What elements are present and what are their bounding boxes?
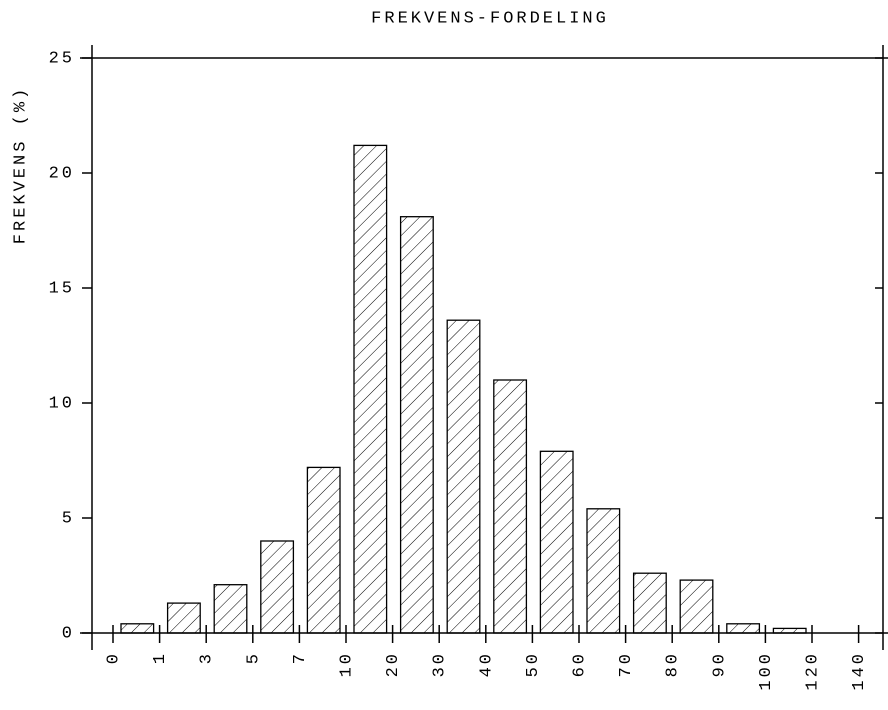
x-tick-label: 90 [710, 651, 729, 677]
x-tick-label: 50 [524, 651, 543, 677]
y-axis-label: FREKVENS (%) [11, 86, 30, 244]
x-tick-label: 80 [664, 651, 683, 677]
y-tick-label: 0 [62, 624, 75, 643]
x-tick-label: 40 [477, 651, 496, 677]
bar [726, 623, 761, 634]
y-tick-label: 25 [49, 49, 75, 68]
chart-title: FREKVENS-FORDELING [371, 9, 609, 28]
x-tick-label: 7 [291, 651, 310, 664]
bar [539, 450, 574, 634]
x-tick-label: 30 [431, 651, 450, 677]
bar [306, 466, 341, 634]
x-tick-label: 3 [198, 651, 217, 664]
x-tick-label: 10 [337, 651, 356, 677]
bar [166, 602, 201, 634]
bar [399, 216, 434, 634]
x-tick-label: 120 [803, 651, 822, 691]
bar [679, 579, 714, 634]
x-tick-label: 140 [850, 651, 869, 691]
x-tick-label: 60 [570, 651, 589, 677]
x-tick-label: 0 [104, 651, 123, 664]
y-tick-label: 5 [62, 509, 75, 528]
x-tick-label: 70 [617, 651, 636, 677]
bar [120, 623, 155, 634]
bar [446, 319, 481, 634]
x-tick-label: 1 [151, 651, 170, 664]
x-tick-label: 5 [244, 651, 263, 664]
y-tick-label: 10 [49, 394, 75, 413]
bar [260, 540, 295, 634]
bar [213, 584, 248, 634]
y-tick-label: 15 [49, 279, 75, 298]
bar [493, 379, 528, 634]
bar [353, 144, 388, 634]
y-tick-label: 20 [49, 164, 75, 183]
x-tick-label: 20 [384, 651, 403, 677]
bar [772, 627, 807, 634]
bar [632, 572, 667, 634]
x-tick-label: 100 [757, 651, 776, 691]
bar [586, 508, 621, 634]
